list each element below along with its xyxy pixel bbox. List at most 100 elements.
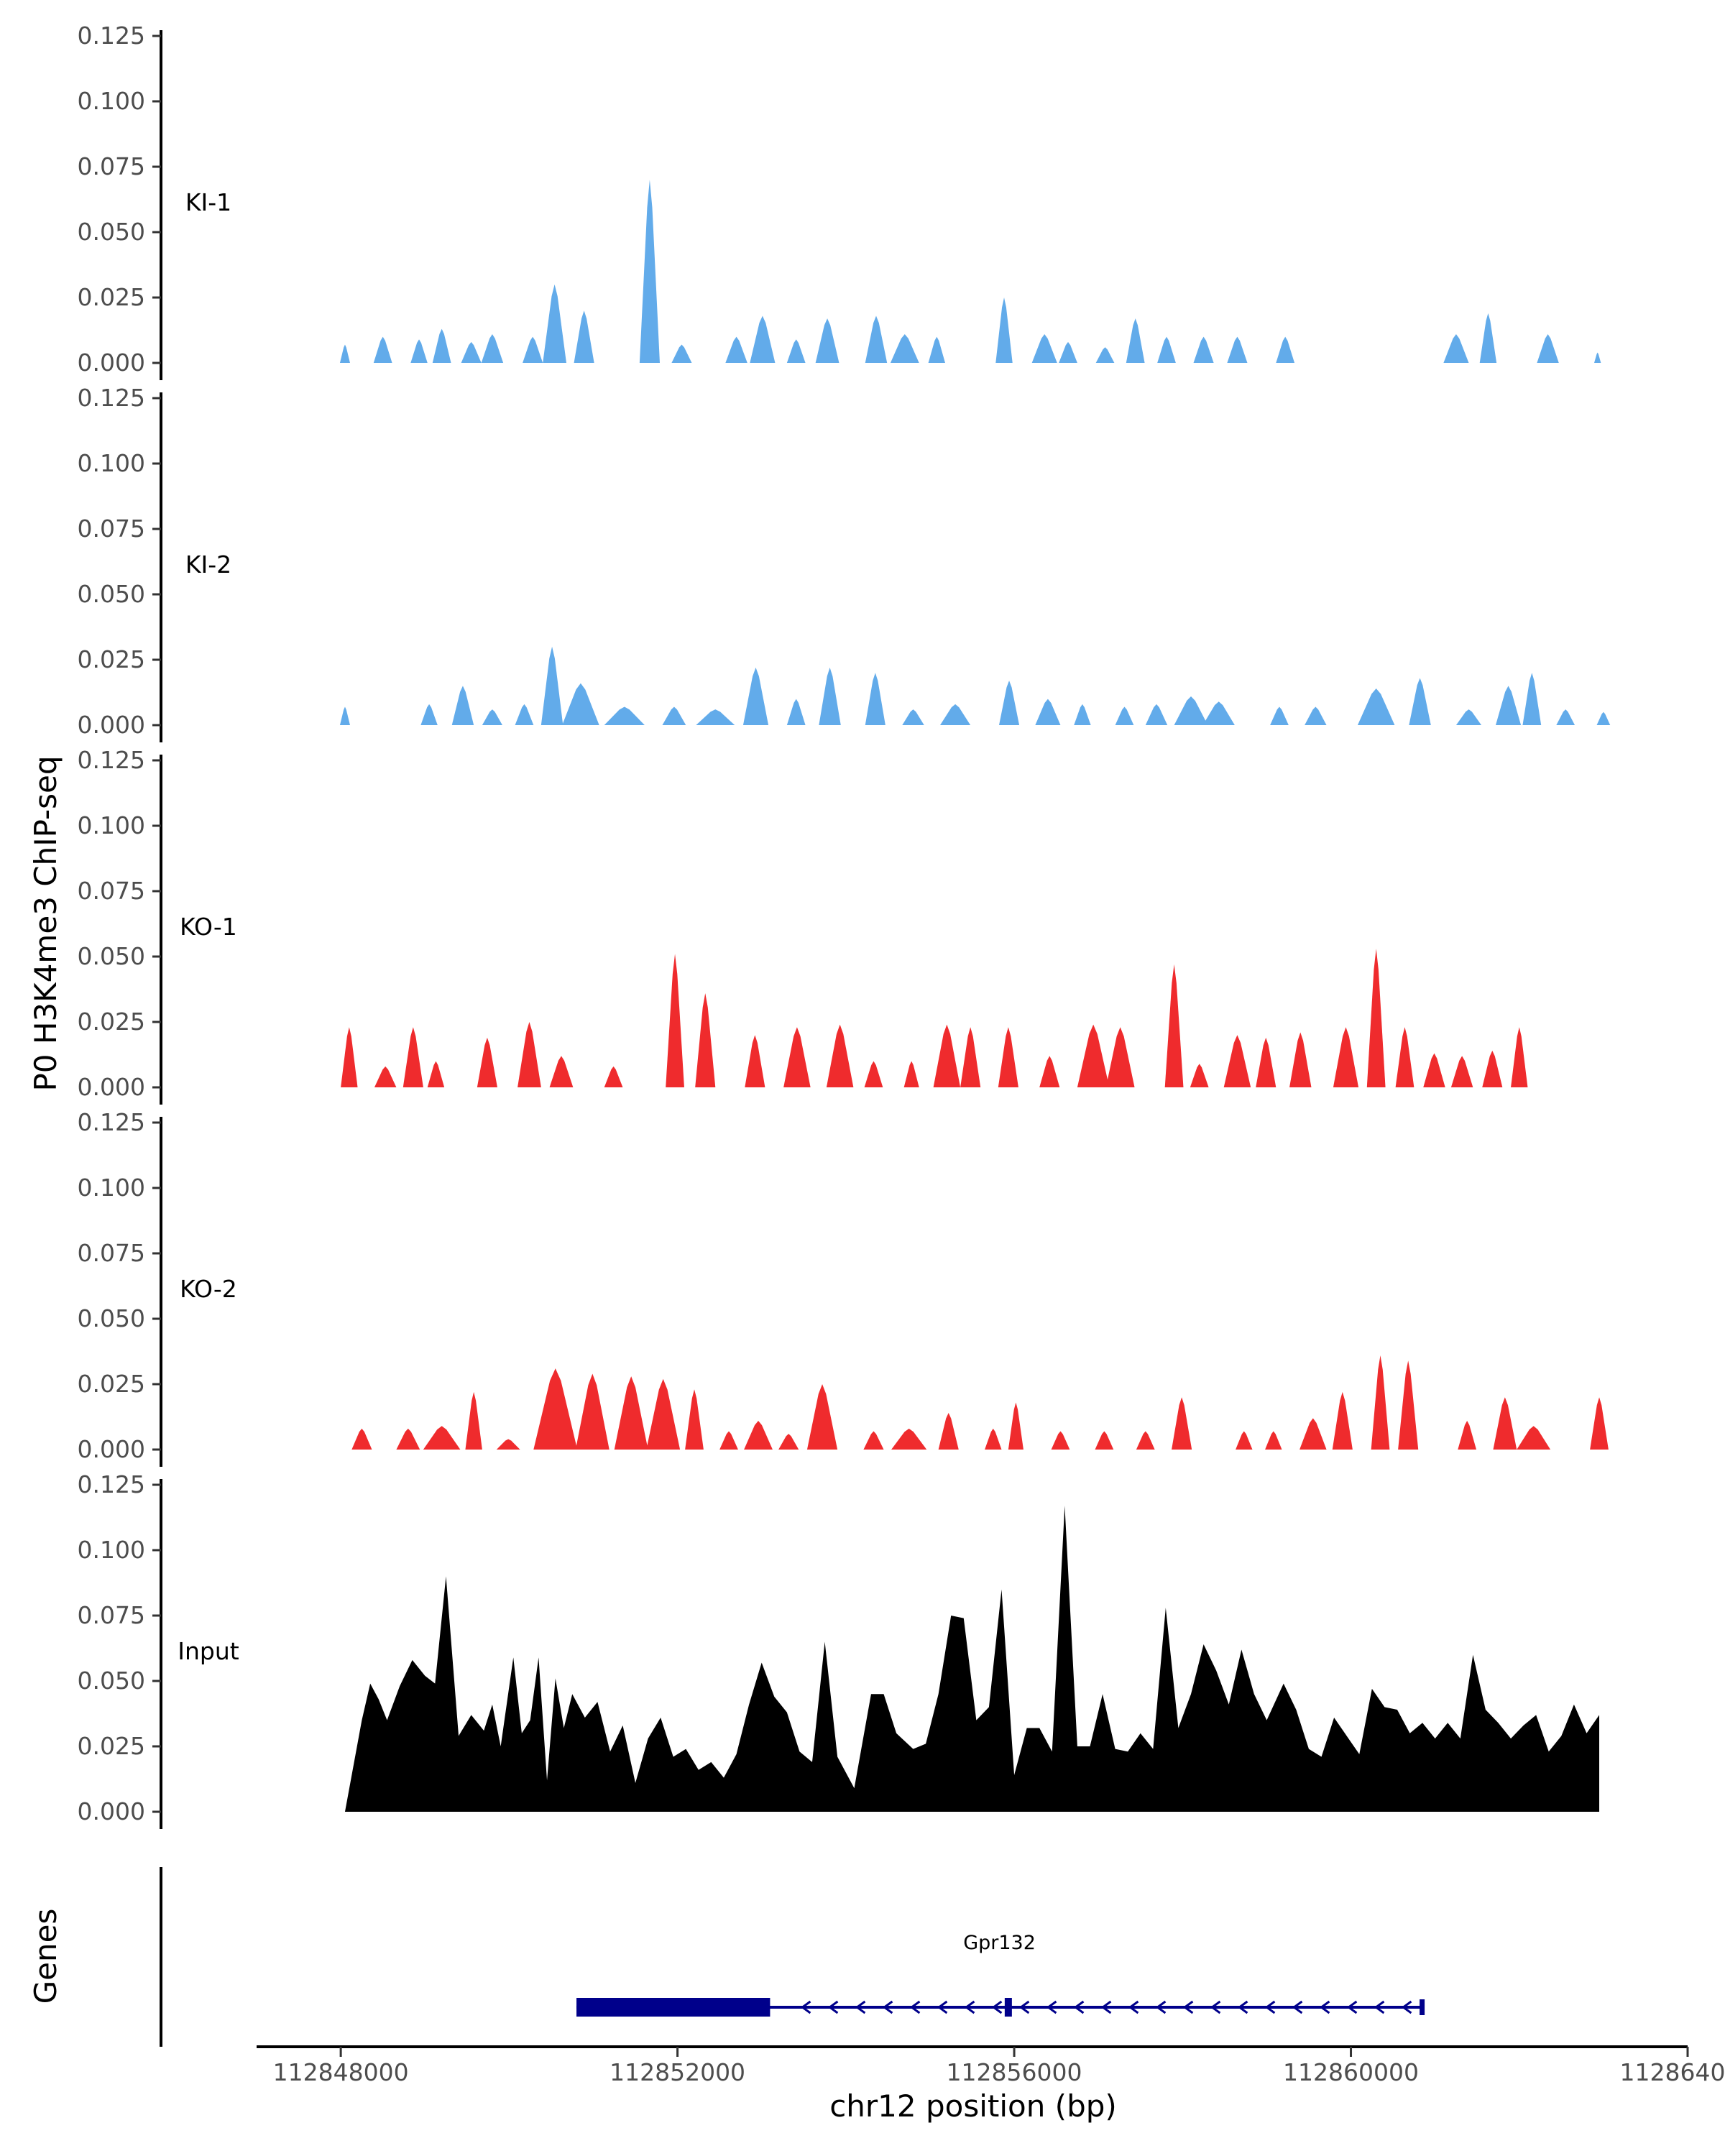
- coverage-peak: [515, 704, 534, 725]
- coverage-peak: [826, 1024, 854, 1087]
- coverage-peak: [671, 344, 692, 363]
- coverage-peak: [1039, 1056, 1060, 1087]
- strand-arrow-icon: [827, 2000, 839, 2014]
- coverage-peak: [373, 336, 392, 363]
- coverage-peak: [778, 1434, 799, 1450]
- gene-name: Gpr132: [963, 1932, 1036, 1954]
- coverage-peak: [666, 954, 684, 1087]
- coverage-peak: [1409, 678, 1431, 725]
- strand-arrow-icon: [1018, 2000, 1030, 2014]
- y-tick-label: 0.075: [78, 515, 145, 543]
- coverage-peak: [461, 341, 482, 363]
- coverage-peak: [1450, 1056, 1473, 1087]
- coverage-peak: [1256, 1037, 1276, 1087]
- strand-arrow-icon: [1128, 2000, 1139, 2014]
- coverage-peak: [864, 1061, 883, 1087]
- strand-arrow-icon: [1264, 2000, 1276, 2014]
- strand-arrow-icon: [1292, 2000, 1303, 2014]
- gene-end-mark: [1420, 1999, 1425, 2015]
- coverage-peak: [427, 1061, 445, 1087]
- coverage-peak: [533, 1368, 578, 1450]
- coverage-peak: [523, 336, 543, 363]
- coverage-peak: [815, 318, 840, 363]
- coverage-peak: [1556, 709, 1576, 725]
- coverage-peak: [481, 333, 504, 363]
- coverage-peak: [685, 1389, 704, 1450]
- strand-arrow-icon: [964, 2000, 975, 2014]
- coverage-peak: [1423, 1053, 1445, 1087]
- coverage-peak: [1136, 1431, 1155, 1450]
- y-tick-label: 0.075: [78, 1601, 145, 1629]
- coverage-peak: [806, 1384, 838, 1450]
- x-tick-label: 112860000: [1283, 2058, 1419, 2086]
- coverage-peak: [410, 339, 428, 363]
- coverage-peak: [1202, 701, 1235, 725]
- coverage-peak: [786, 699, 806, 725]
- y-tick-label: 0.075: [78, 152, 145, 180]
- y-tick-label: 0.000: [78, 1797, 145, 1825]
- coverage-peak: [985, 1428, 1002, 1450]
- coverage-peak: [1305, 706, 1327, 725]
- y-tick-label: 0.000: [78, 1435, 145, 1463]
- coverage-peak: [432, 328, 451, 363]
- coverage-peak: [1443, 333, 1469, 363]
- coverage-peak: [1300, 1418, 1327, 1450]
- y-tick-label: 0.025: [78, 1732, 145, 1760]
- x-tick-label: 112856000: [947, 2058, 1082, 2086]
- coverage-peak: [1105, 1027, 1135, 1087]
- strand-arrow-icon: [1401, 2000, 1412, 2014]
- y-tick-label: 0.125: [78, 384, 145, 412]
- coverage-peak: [339, 344, 351, 363]
- y-tick-label: 0.125: [78, 22, 145, 50]
- coverage-peak: [1395, 1027, 1414, 1087]
- track-label: KI-1: [185, 188, 231, 216]
- coverage-peak: [496, 1439, 520, 1450]
- coverage-peak: [1537, 333, 1559, 363]
- coverage-peak: [465, 1391, 482, 1450]
- coverage-peak: [574, 310, 594, 363]
- coverage-peak: [1522, 673, 1542, 725]
- y-tick-label: 0.100: [78, 1174, 145, 1202]
- coverage-peak: [1366, 949, 1386, 1087]
- coverage-peak: [477, 1037, 497, 1087]
- y-tick-label: 0.100: [78, 87, 145, 115]
- coverage-peak: [1511, 1027, 1528, 1087]
- genes-track-title: Genes: [28, 1909, 63, 2004]
- coverage-peak: [928, 336, 946, 363]
- strand-arrow-icon: [1182, 2000, 1194, 2014]
- coverage-peak: [351, 1428, 372, 1450]
- coverage-peak: [1074, 704, 1091, 725]
- coverage-peak: [742, 667, 769, 725]
- coverage-peak: [865, 673, 886, 725]
- coverage-peak: [995, 298, 1013, 363]
- coverage-peak: [639, 180, 660, 363]
- coverage-peak: [1265, 1431, 1282, 1450]
- coverage-peak: [1095, 347, 1115, 363]
- x-tick-label: 112852000: [610, 2058, 745, 2086]
- strand-arrow-icon: [1210, 2000, 1221, 2014]
- coverage-peak: [725, 336, 748, 363]
- coverage-peak: [1333, 1027, 1359, 1087]
- coverage-peak: [1455, 709, 1482, 725]
- y-tick-label: 0.075: [78, 1239, 145, 1267]
- coverage-peak: [1172, 1397, 1192, 1450]
- coverage-peak: [902, 709, 924, 725]
- coverage-peak: [1357, 688, 1395, 725]
- strand-arrow-icon: [1073, 2000, 1085, 2014]
- coverage-peak: [1031, 333, 1057, 363]
- coverage-peak: [1164, 964, 1184, 1087]
- coverage-peak: [1479, 313, 1497, 363]
- coverage-peak: [998, 1027, 1018, 1087]
- coverage-peak: [604, 706, 645, 725]
- coverage-peak: [1190, 1064, 1209, 1087]
- coverage-peak: [1157, 336, 1176, 363]
- y-tick-label: 0.125: [78, 1108, 145, 1136]
- coverage-peak: [1008, 1402, 1024, 1450]
- coverage-peak: [1051, 1431, 1070, 1450]
- strand-arrow-icon: [1100, 2000, 1112, 2014]
- coverage-peak: [938, 1413, 959, 1450]
- coverage-peak: [903, 1061, 919, 1087]
- coverage-peak: [420, 704, 438, 725]
- coverage-peak: [482, 709, 502, 725]
